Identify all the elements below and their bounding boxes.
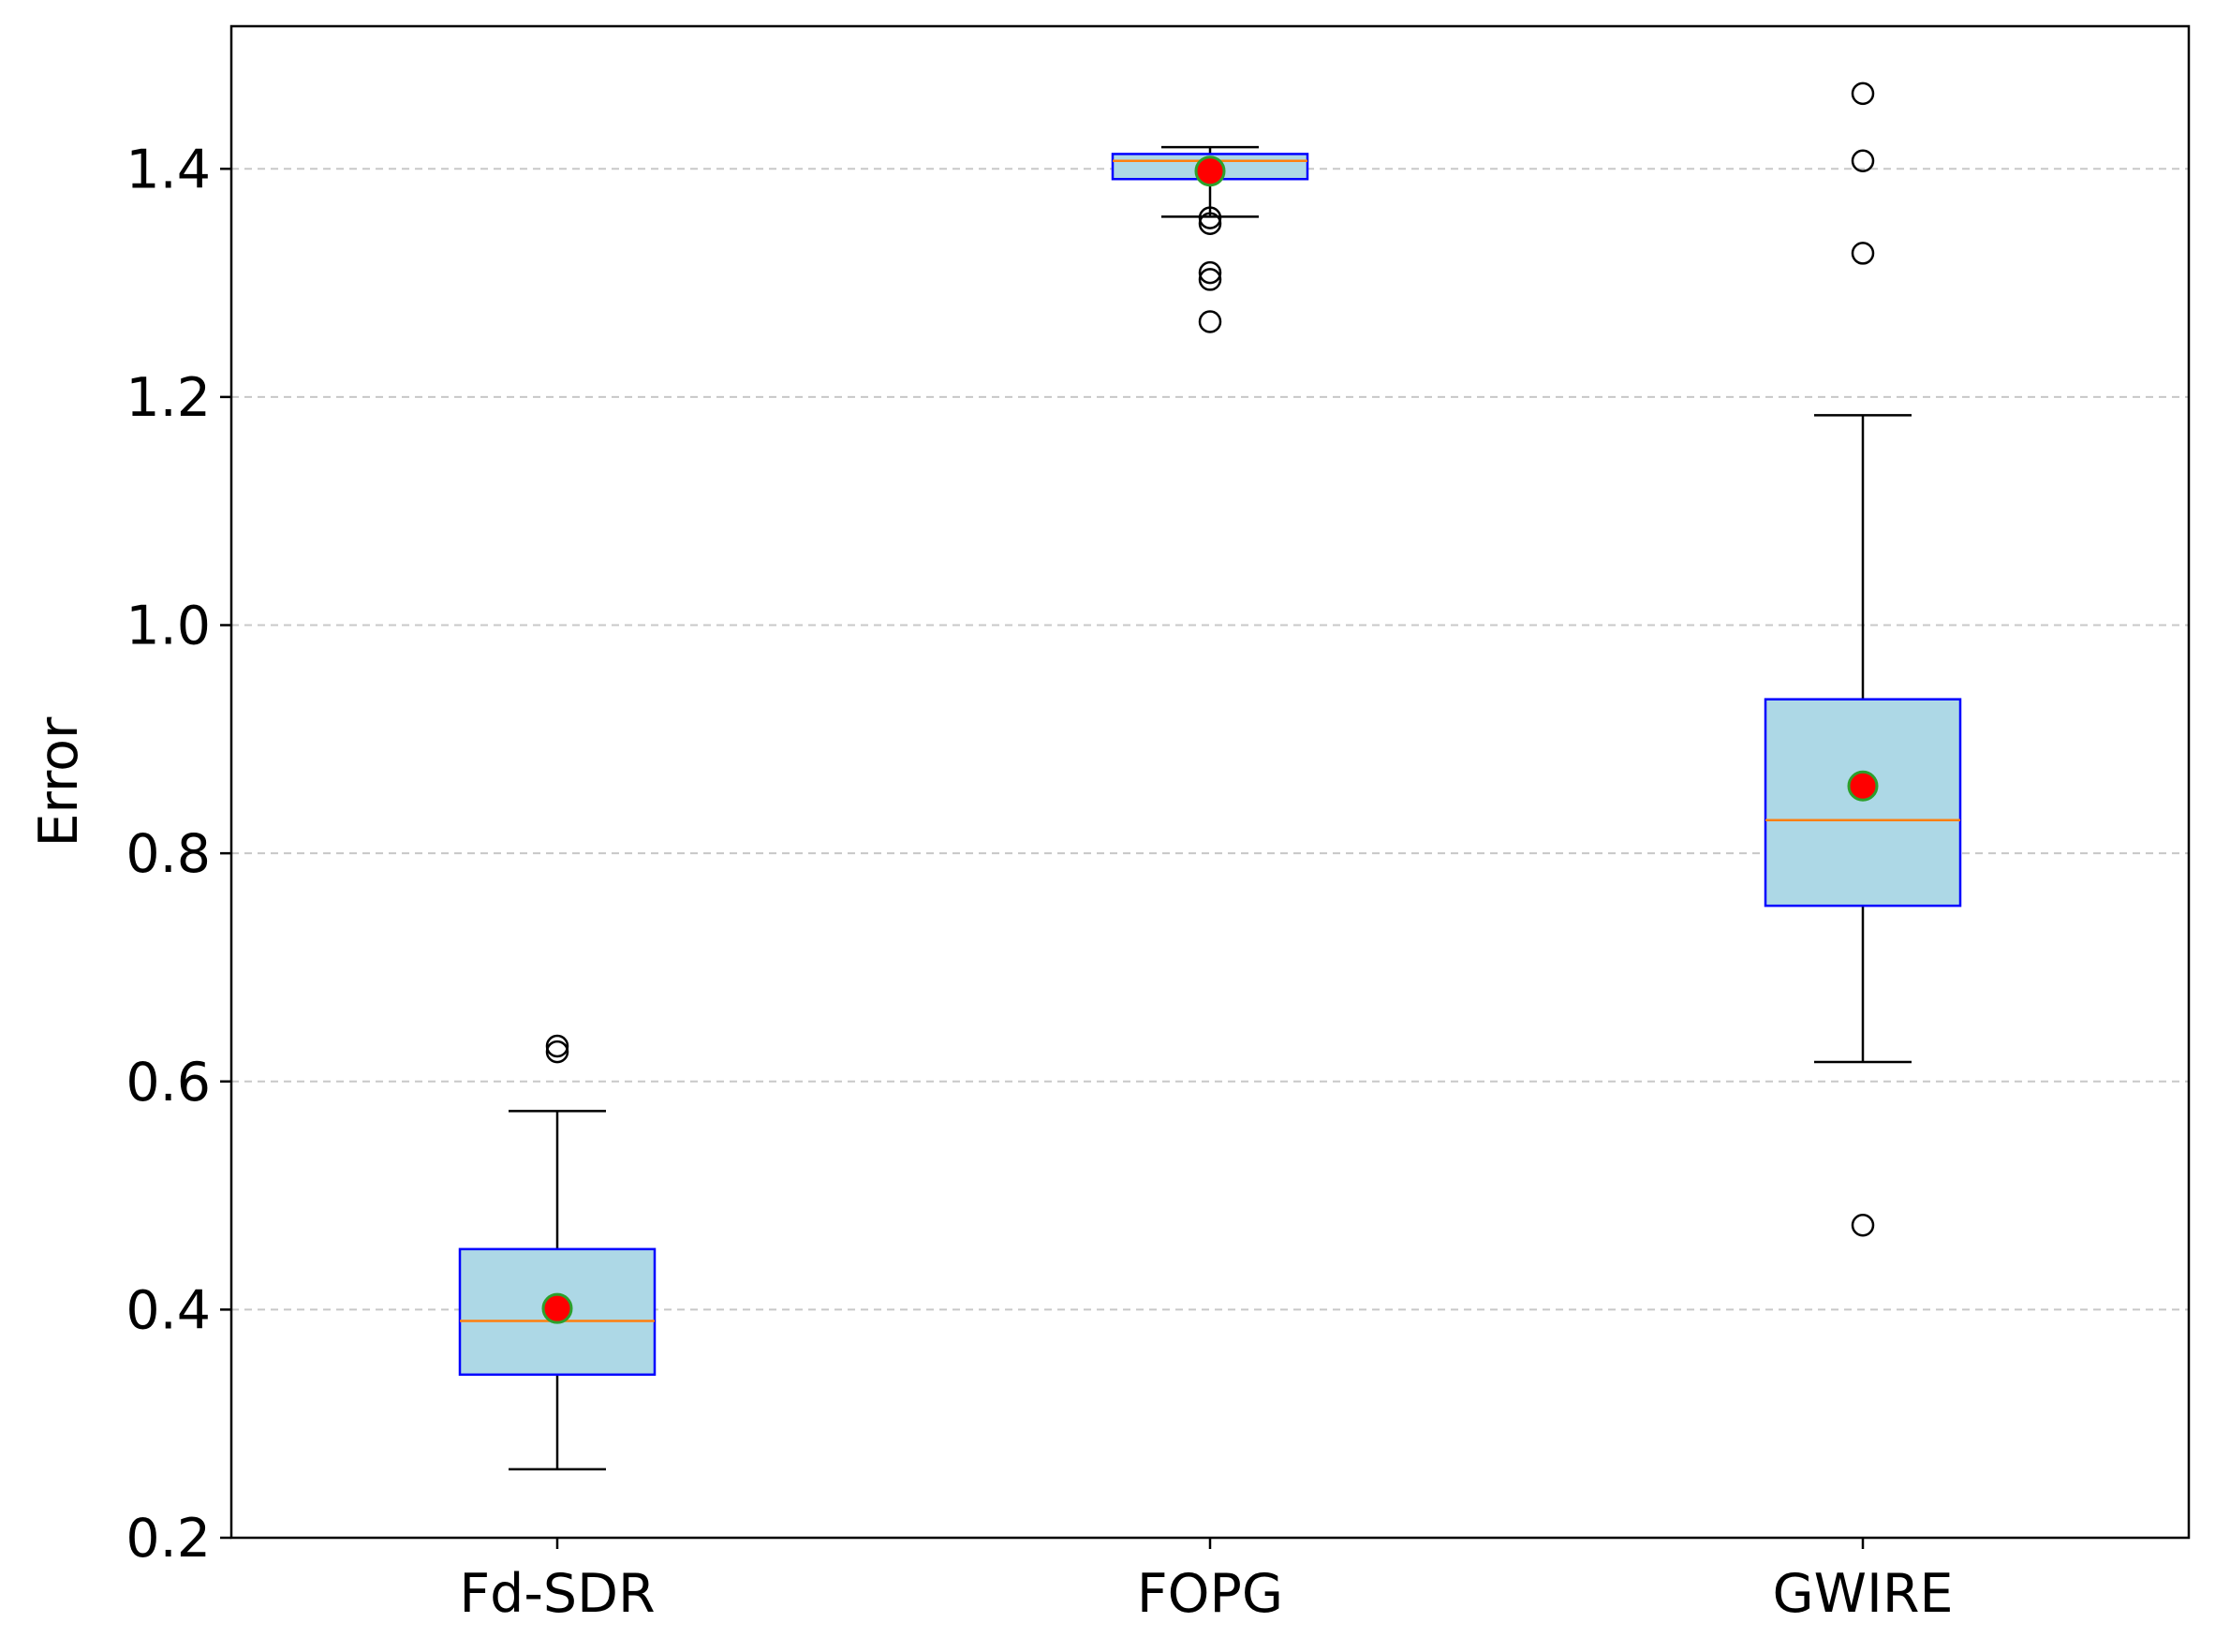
mean-marker — [541, 1292, 573, 1324]
outlier-point — [1198, 206, 1222, 229]
y-tick-label: 1.4 — [126, 139, 211, 200]
y-axis-label: Error — [28, 716, 90, 848]
y-axis: 0.2 0.4 0.6 0.8 1.0 1.2 1.4 — [126, 139, 231, 1570]
outlier-point — [1851, 242, 1875, 265]
box-series — [458, 81, 1962, 1471]
box-iqr — [1764, 698, 1962, 907]
box-iqr — [458, 1247, 657, 1377]
box-fd-sdr — [458, 1034, 657, 1471]
y-tick-label: 1.0 — [126, 596, 211, 657]
outlier-point — [1851, 81, 1875, 106]
box-fopg — [1111, 145, 1309, 333]
mean-marker — [1194, 155, 1226, 187]
y-tick-label: 0.4 — [126, 1279, 211, 1341]
outlier-point — [1198, 268, 1222, 291]
x-tick-label: GWIRE — [1773, 1563, 1954, 1625]
outlier-point — [1851, 1213, 1875, 1237]
x-axis: Fd-SDR FOPG GWIRE — [459, 1538, 1953, 1625]
outlier-point — [545, 1040, 569, 1064]
x-tick-label: Fd-SDR — [459, 1563, 655, 1625]
outlier-point — [1851, 149, 1875, 172]
y-tick-label: 1.2 — [126, 367, 211, 429]
y-tick-label: 0.6 — [126, 1052, 211, 1114]
box-gwire — [1764, 81, 1962, 1237]
y-tick-label: 0.2 — [126, 1508, 211, 1570]
outlier-point — [1198, 310, 1222, 333]
x-tick-label: FOPG — [1137, 1563, 1283, 1625]
y-tick-label: 0.8 — [126, 823, 211, 885]
outlier-point — [1198, 212, 1222, 235]
outlier-point — [545, 1034, 569, 1058]
outlier-point — [1198, 260, 1222, 285]
mean-marker — [1847, 770, 1879, 802]
